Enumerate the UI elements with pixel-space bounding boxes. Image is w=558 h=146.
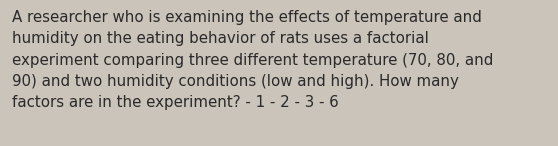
Text: A researcher who is examining the effects of temperature and
humidity on the eat: A researcher who is examining the effect… — [12, 10, 494, 110]
